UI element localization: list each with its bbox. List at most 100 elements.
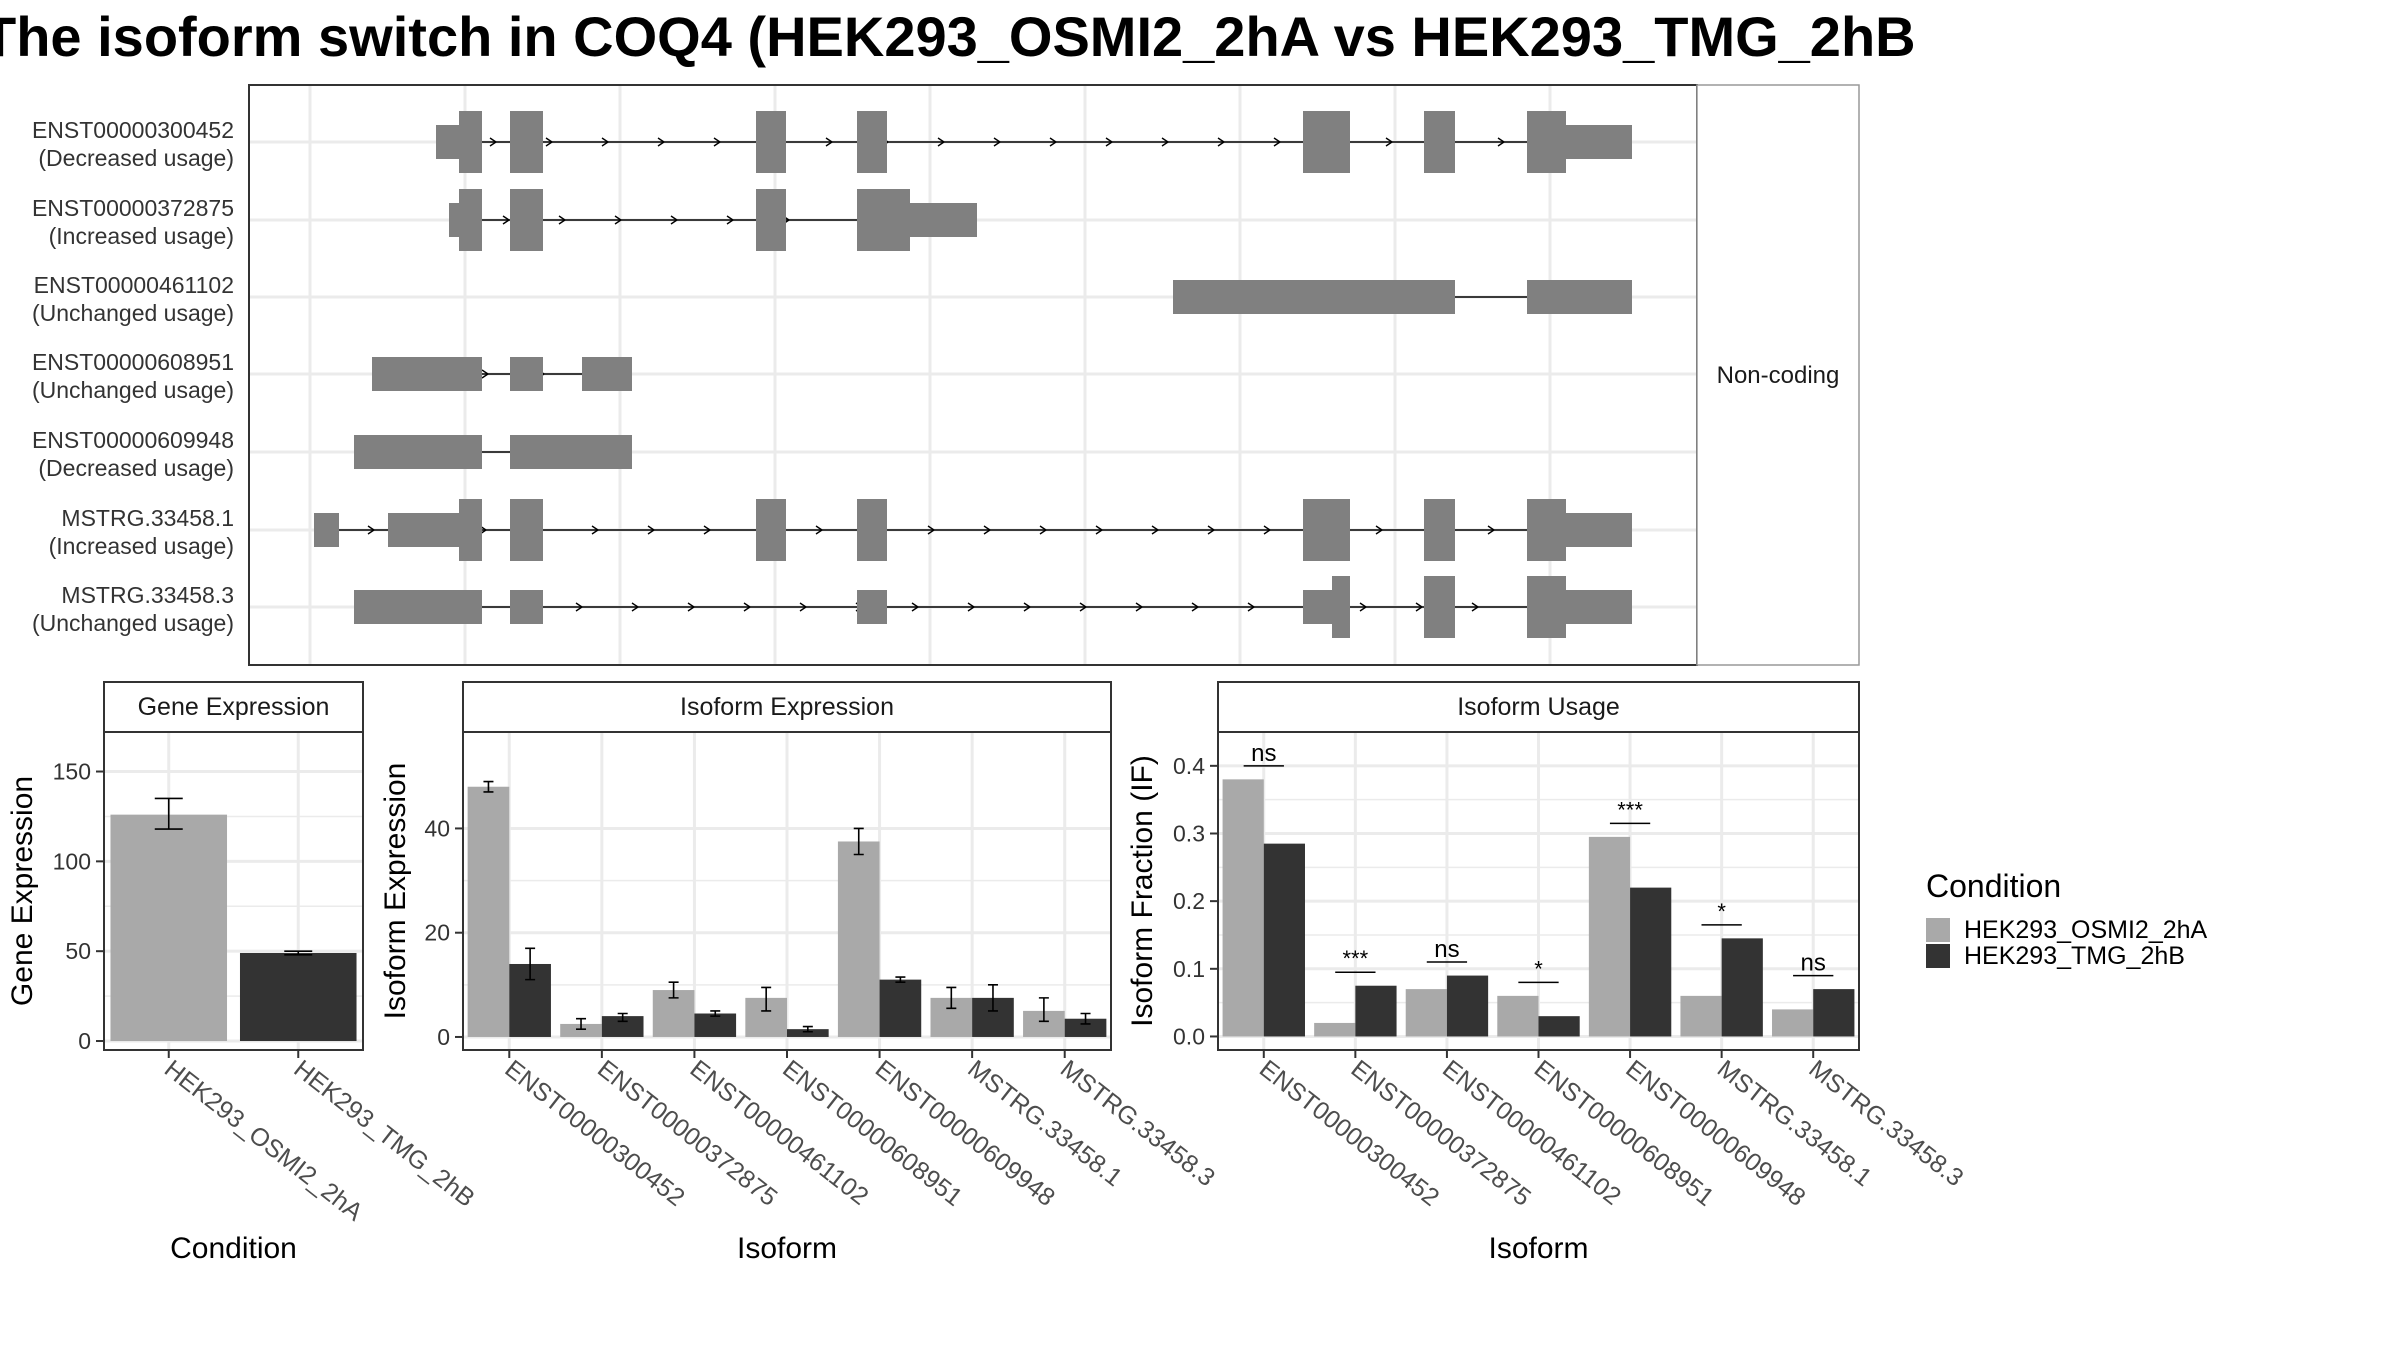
strand-arrow — [687, 602, 696, 612]
strand-arrow — [545, 137, 554, 147]
strand-arrow — [983, 525, 992, 535]
strand-arrow — [726, 215, 735, 225]
transcript-id-label: MSTRG.33458.3 — [61, 582, 234, 608]
transcript-id-label: MSTRG.33458.1 — [61, 505, 234, 531]
strand-arrow — [703, 525, 712, 535]
panel-strip-title: Isoform Expression — [680, 693, 894, 721]
bar-HEK293_OSMI2_2hA — [110, 814, 228, 1042]
significance-label: ns — [1251, 740, 1276, 767]
exon — [1527, 280, 1632, 314]
transcript-ENST00000372875 — [449, 189, 977, 251]
strand-arrow — [1415, 602, 1424, 612]
x-axis-title: Isoform — [737, 1232, 837, 1265]
error-bar — [1080, 1012, 1091, 1025]
exon — [1424, 576, 1455, 638]
strand-arrow — [1049, 137, 1058, 147]
exon — [857, 111, 887, 173]
error-bar — [853, 827, 864, 856]
strand-arrow — [1105, 137, 1114, 147]
transcript-id-label: ENST00000608951 — [32, 349, 234, 375]
bar-ENST00000609948 — [879, 979, 922, 1037]
strand-arrow — [1359, 602, 1368, 612]
exon — [1303, 111, 1350, 173]
significance-label: *** — [1343, 946, 1369, 971]
error-bar — [895, 976, 906, 984]
strand-arrow — [1385, 137, 1394, 147]
exon — [857, 499, 887, 561]
bar-ENST00000372875 — [601, 1016, 644, 1037]
exon — [910, 203, 977, 237]
legend-key — [1926, 918, 1950, 942]
bar-MSTRG.33458.1 — [1680, 995, 1722, 1037]
bar-ENST00000609948 — [1588, 836, 1631, 1037]
bar-panel-isoform-expression: Isoform Expression02040ENST00000300452EN… — [379, 681, 1220, 1265]
y-axis-title: Isoform Fraction (IF) — [1126, 755, 1159, 1027]
strand-arrow — [927, 525, 936, 535]
strand-arrow — [815, 525, 824, 535]
figure-title: The isoform switch in COQ4 (HEK293_OSMI2… — [0, 5, 1916, 68]
y-tick-label: 40 — [424, 815, 450, 841]
exon — [1527, 111, 1566, 173]
legend-label: HEK293_TMG_2hB — [1964, 942, 2185, 970]
exon — [510, 590, 543, 624]
y-tick-label: 50 — [65, 938, 91, 964]
exon — [582, 357, 632, 391]
exon — [372, 357, 482, 391]
y-tick-label: 100 — [53, 848, 91, 874]
exon — [314, 513, 339, 547]
strand-arrow — [601, 137, 610, 147]
strand-arrow — [558, 215, 567, 225]
exon — [436, 125, 459, 159]
strand-arrow — [1217, 137, 1226, 147]
transcript-MSTRG.33458.3 — [354, 576, 1632, 638]
exon — [459, 111, 482, 173]
strand-arrow — [1151, 525, 1160, 535]
exon — [354, 590, 482, 624]
bar-MSTRG.33458.1 — [1721, 938, 1763, 1037]
strand-arrow — [1497, 137, 1506, 147]
error-bar — [668, 981, 679, 999]
bar-ENST00000461102 — [1405, 989, 1447, 1037]
x-tick-label: MSTRG.33458.1 — [1712, 1055, 1877, 1193]
exon — [1332, 576, 1350, 638]
strand-arrow — [1135, 602, 1144, 612]
y-axis-title: Gene Expression — [6, 776, 39, 1006]
y-tick-label: 0.1 — [1173, 956, 1205, 982]
bar-ENST00000609948 — [1630, 887, 1672, 1037]
x-tick-label: MSTRG.33458.3 — [1804, 1055, 1969, 1193]
bar-ENST00000608951 — [1497, 995, 1539, 1037]
transcript-usage-label: (Increased usage) — [49, 533, 234, 559]
gene-structure-panel: ENST00000300452(Decreased usage)ENST0000… — [32, 84, 1860, 666]
transcript-id-label: ENST00000372875 — [32, 195, 234, 221]
transcript-MSTRG.33458.1 — [314, 499, 1632, 561]
exon — [510, 357, 543, 391]
exon — [388, 513, 459, 547]
exon — [1303, 499, 1350, 561]
significance-label: * — [1534, 956, 1543, 981]
y-tick-label: 0.4 — [1173, 753, 1205, 779]
exon — [1566, 125, 1632, 159]
bar-ENST00000461102 — [1446, 975, 1489, 1037]
error-bar — [761, 986, 772, 1012]
y-tick-label: 0 — [78, 1028, 91, 1054]
bar-ENST00000372875 — [560, 1023, 602, 1037]
significance-label: ns — [1434, 936, 1459, 963]
transcript-usage-label: (Decreased usage) — [38, 145, 234, 171]
transcript-ENST00000300452 — [436, 111, 1632, 173]
strand-arrow — [631, 602, 640, 612]
panel-strip-title: Isoform Usage — [1457, 693, 1620, 721]
strand-arrow — [825, 137, 834, 147]
bar-ENST00000609948 — [837, 841, 880, 1037]
exon — [857, 189, 910, 251]
x-axis-title: Isoform — [1488, 1232, 1588, 1265]
strand-arrow — [614, 215, 623, 225]
strand-arrow — [1487, 525, 1496, 535]
x-tick-label: MSTRG.33458.3 — [1055, 1055, 1220, 1193]
bar-ENST00000372875 — [1355, 985, 1397, 1037]
strand-arrow — [967, 602, 976, 612]
error-bar — [154, 797, 183, 830]
exon — [449, 203, 459, 237]
